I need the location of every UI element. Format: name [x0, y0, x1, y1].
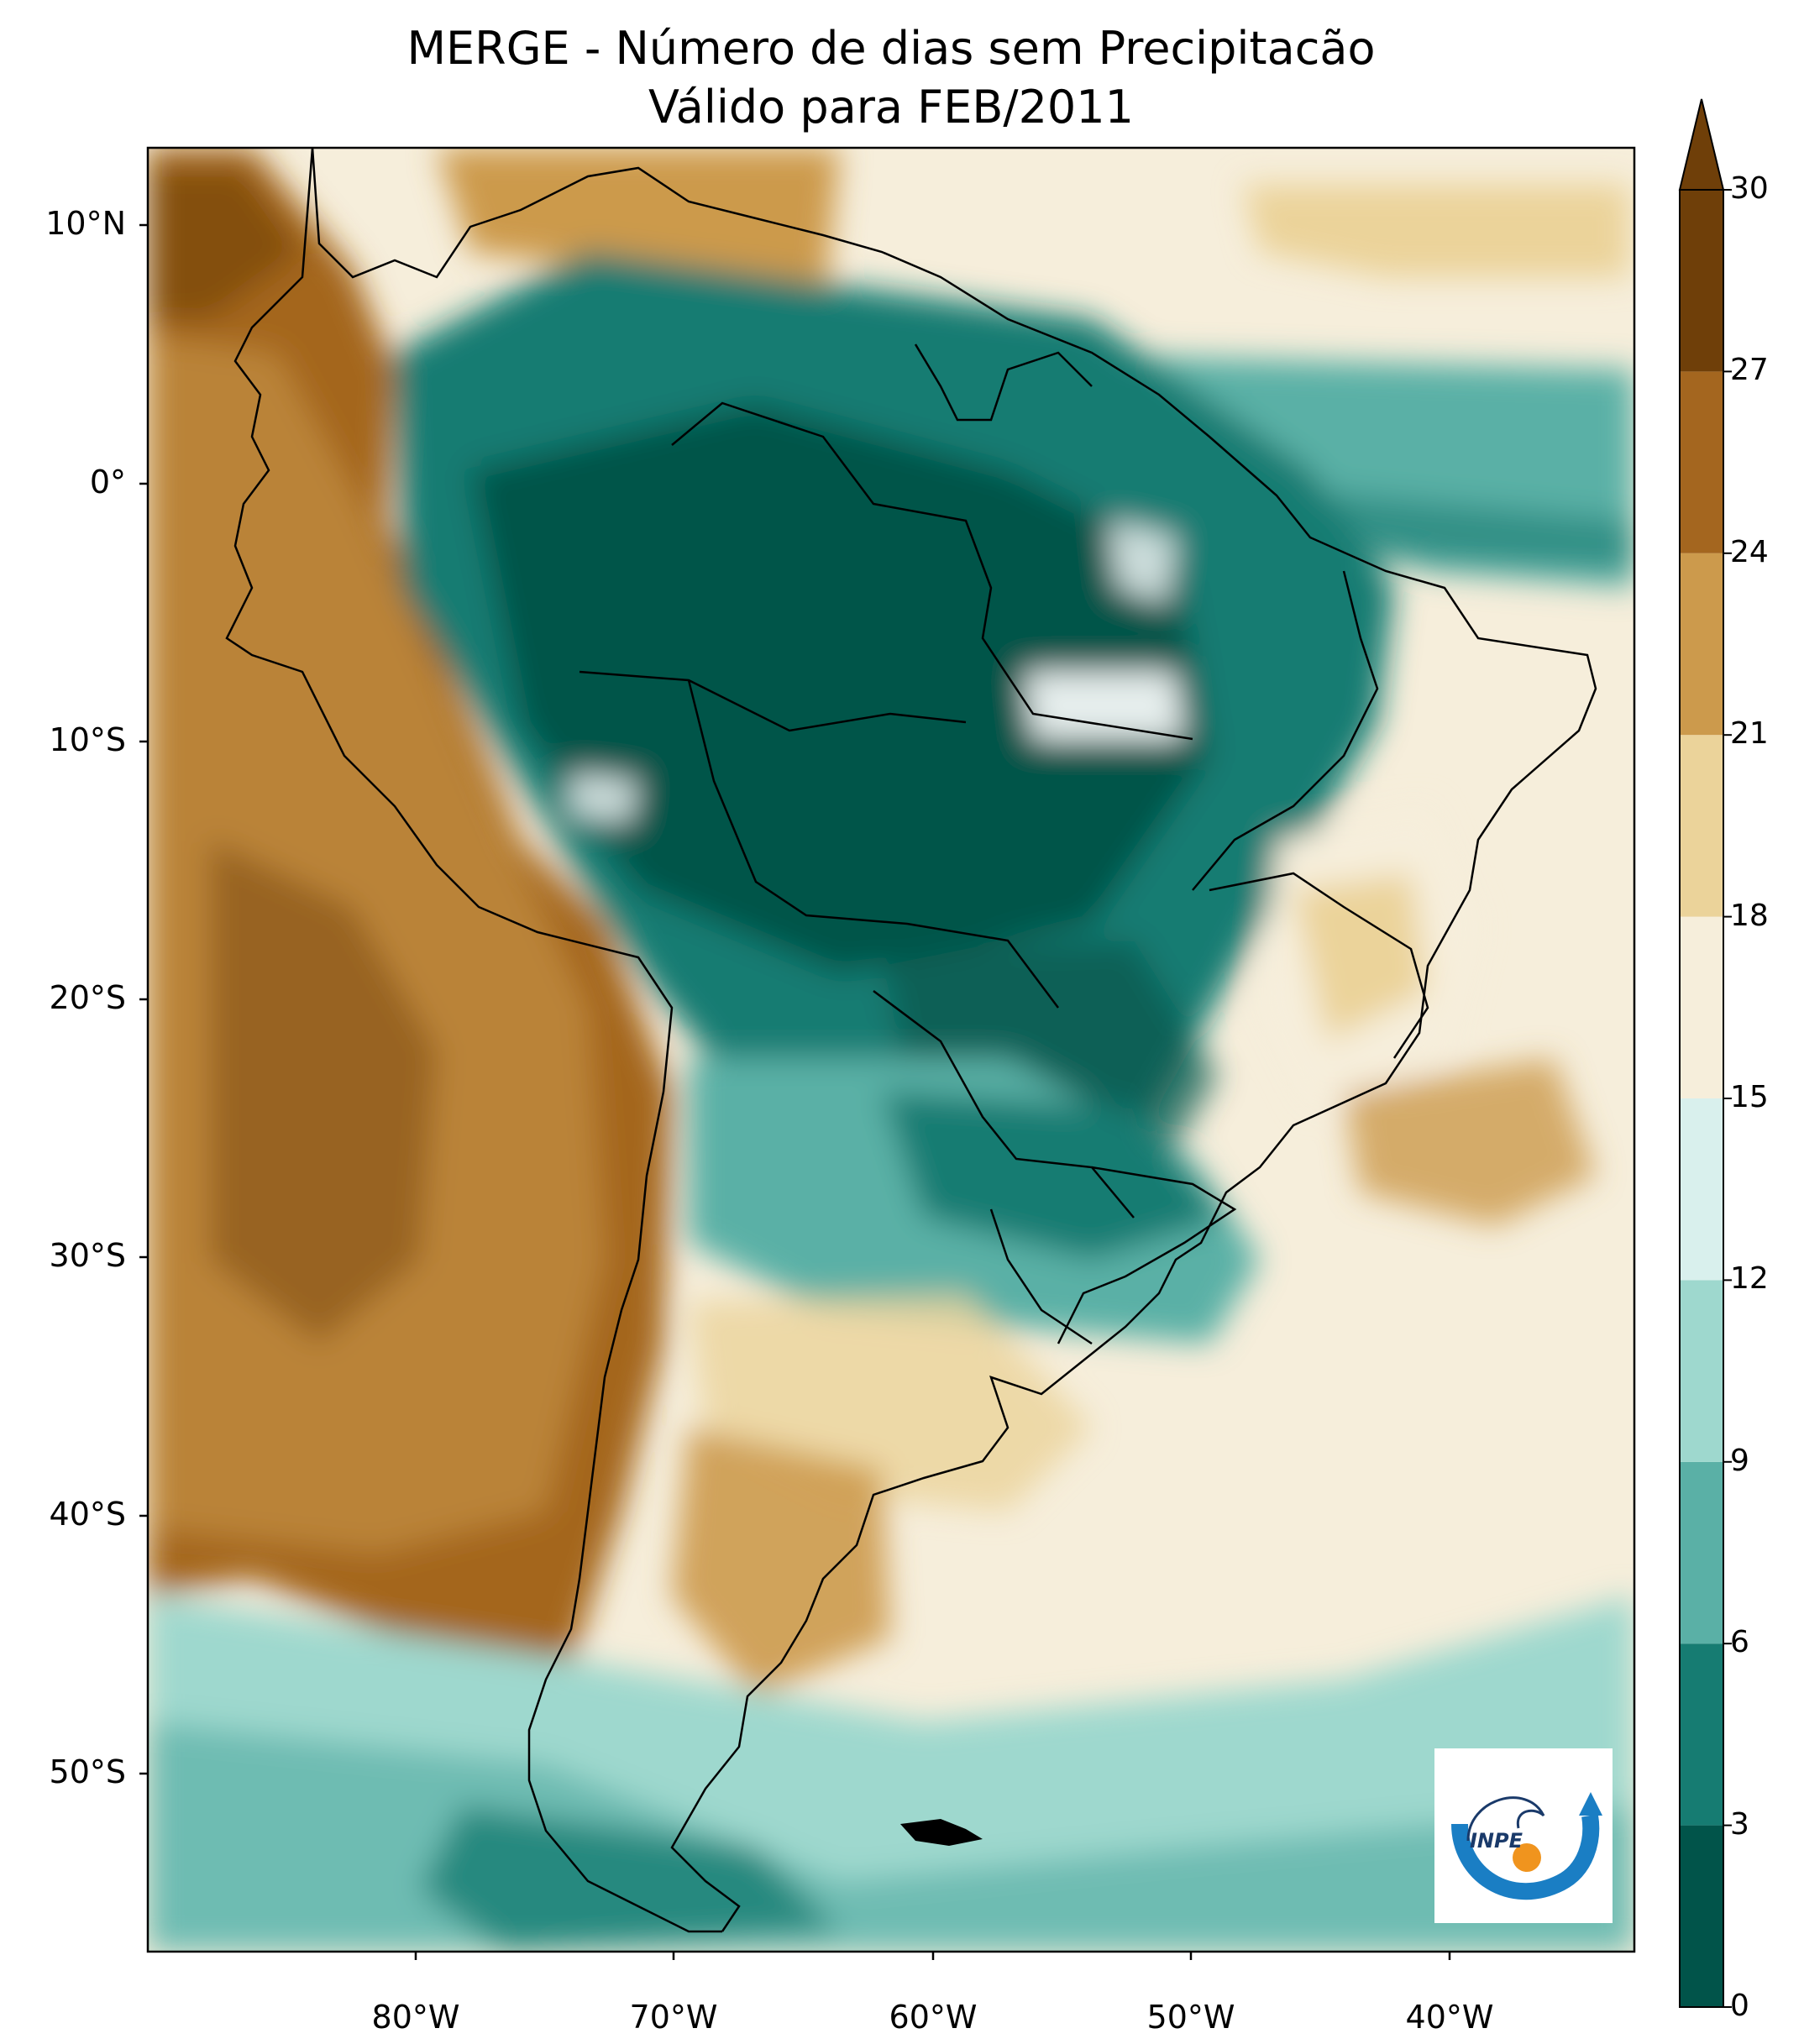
colorbar-tick-label: 9: [1730, 1443, 1749, 1478]
logo-sun: [1513, 1843, 1541, 1872]
map-title: MERGE - Número de dias sem Precipitacão: [406, 22, 1376, 75]
colorbar-tick-label: 21: [1730, 716, 1769, 752]
falkland-islands: [900, 1819, 983, 1846]
colorbar-segment: [1680, 190, 1723, 372]
lon-tick-label: 70°W: [629, 1999, 718, 2036]
colorbar: [1678, 98, 1732, 2008]
lon-tick-label: 60°W: [889, 1999, 978, 2036]
colorbar-tick-label: 18: [1730, 898, 1769, 933]
map-subtitle: Válido para FEB/2011: [648, 81, 1134, 134]
colorbar-tick-label: 3: [1730, 1806, 1749, 1842]
colorbar-segment: [1680, 1461, 1723, 1644]
lat-tick-label: 0°: [89, 464, 126, 501]
axis-ticks: [139, 223, 1451, 1960]
lon-tick-label: 80°W: [371, 1999, 460, 2036]
logo-arrow: [1579, 1792, 1602, 1816]
colorbar-segment: [1680, 371, 1723, 553]
logo-text: INPE: [1470, 1829, 1523, 1853]
colorbar-extend-arrow: [1678, 98, 1725, 191]
lat-tick-label: 40°S: [49, 1496, 126, 1533]
colorbar-segment: [1680, 1825, 1723, 2007]
colorbar-tick-label: 30: [1730, 171, 1769, 206]
colorbar-tick-label: 24: [1730, 534, 1769, 569]
colorbar-segment: [1680, 553, 1723, 736]
colorbar-tick-label: 15: [1730, 1080, 1769, 1114]
colorbar-segment: [1680, 916, 1723, 1098]
field-blobs: [148, 148, 1634, 1952]
lat-tick-label: 10°N: [45, 205, 126, 242]
lat-tick-label: 10°S: [49, 721, 126, 758]
lon-tick-label: 50°W: [1146, 1999, 1235, 2036]
lon-tick-label: 40°W: [1405, 1999, 1494, 2036]
colorbar-segment: [1680, 1280, 1723, 1462]
colorbar-segment: [1680, 735, 1723, 917]
logo-swoosh: [1451, 1814, 1600, 1900]
colorbar-tick-label: 12: [1730, 1261, 1769, 1297]
colorbar-segment: [1680, 1098, 1723, 1281]
colorbar-segment: [1680, 1643, 1723, 1826]
logo-orbit: [1466, 1796, 1545, 1842]
lat-tick-label: 50°S: [49, 1753, 126, 1790]
map-frame: [146, 146, 1636, 1953]
lat-tick-label: 30°S: [49, 1237, 126, 1274]
map-field: [148, 148, 1634, 1952]
coastlines: [225, 148, 1597, 1933]
colorbar-tick-label: 27: [1730, 353, 1769, 388]
inpe-logo: INPE: [1434, 1748, 1613, 1923]
colorbar-tick-label: 6: [1730, 1625, 1749, 1660]
colorbar-tick-label: 0: [1730, 1989, 1749, 2023]
lat-tick-label: 20°S: [49, 979, 126, 1016]
